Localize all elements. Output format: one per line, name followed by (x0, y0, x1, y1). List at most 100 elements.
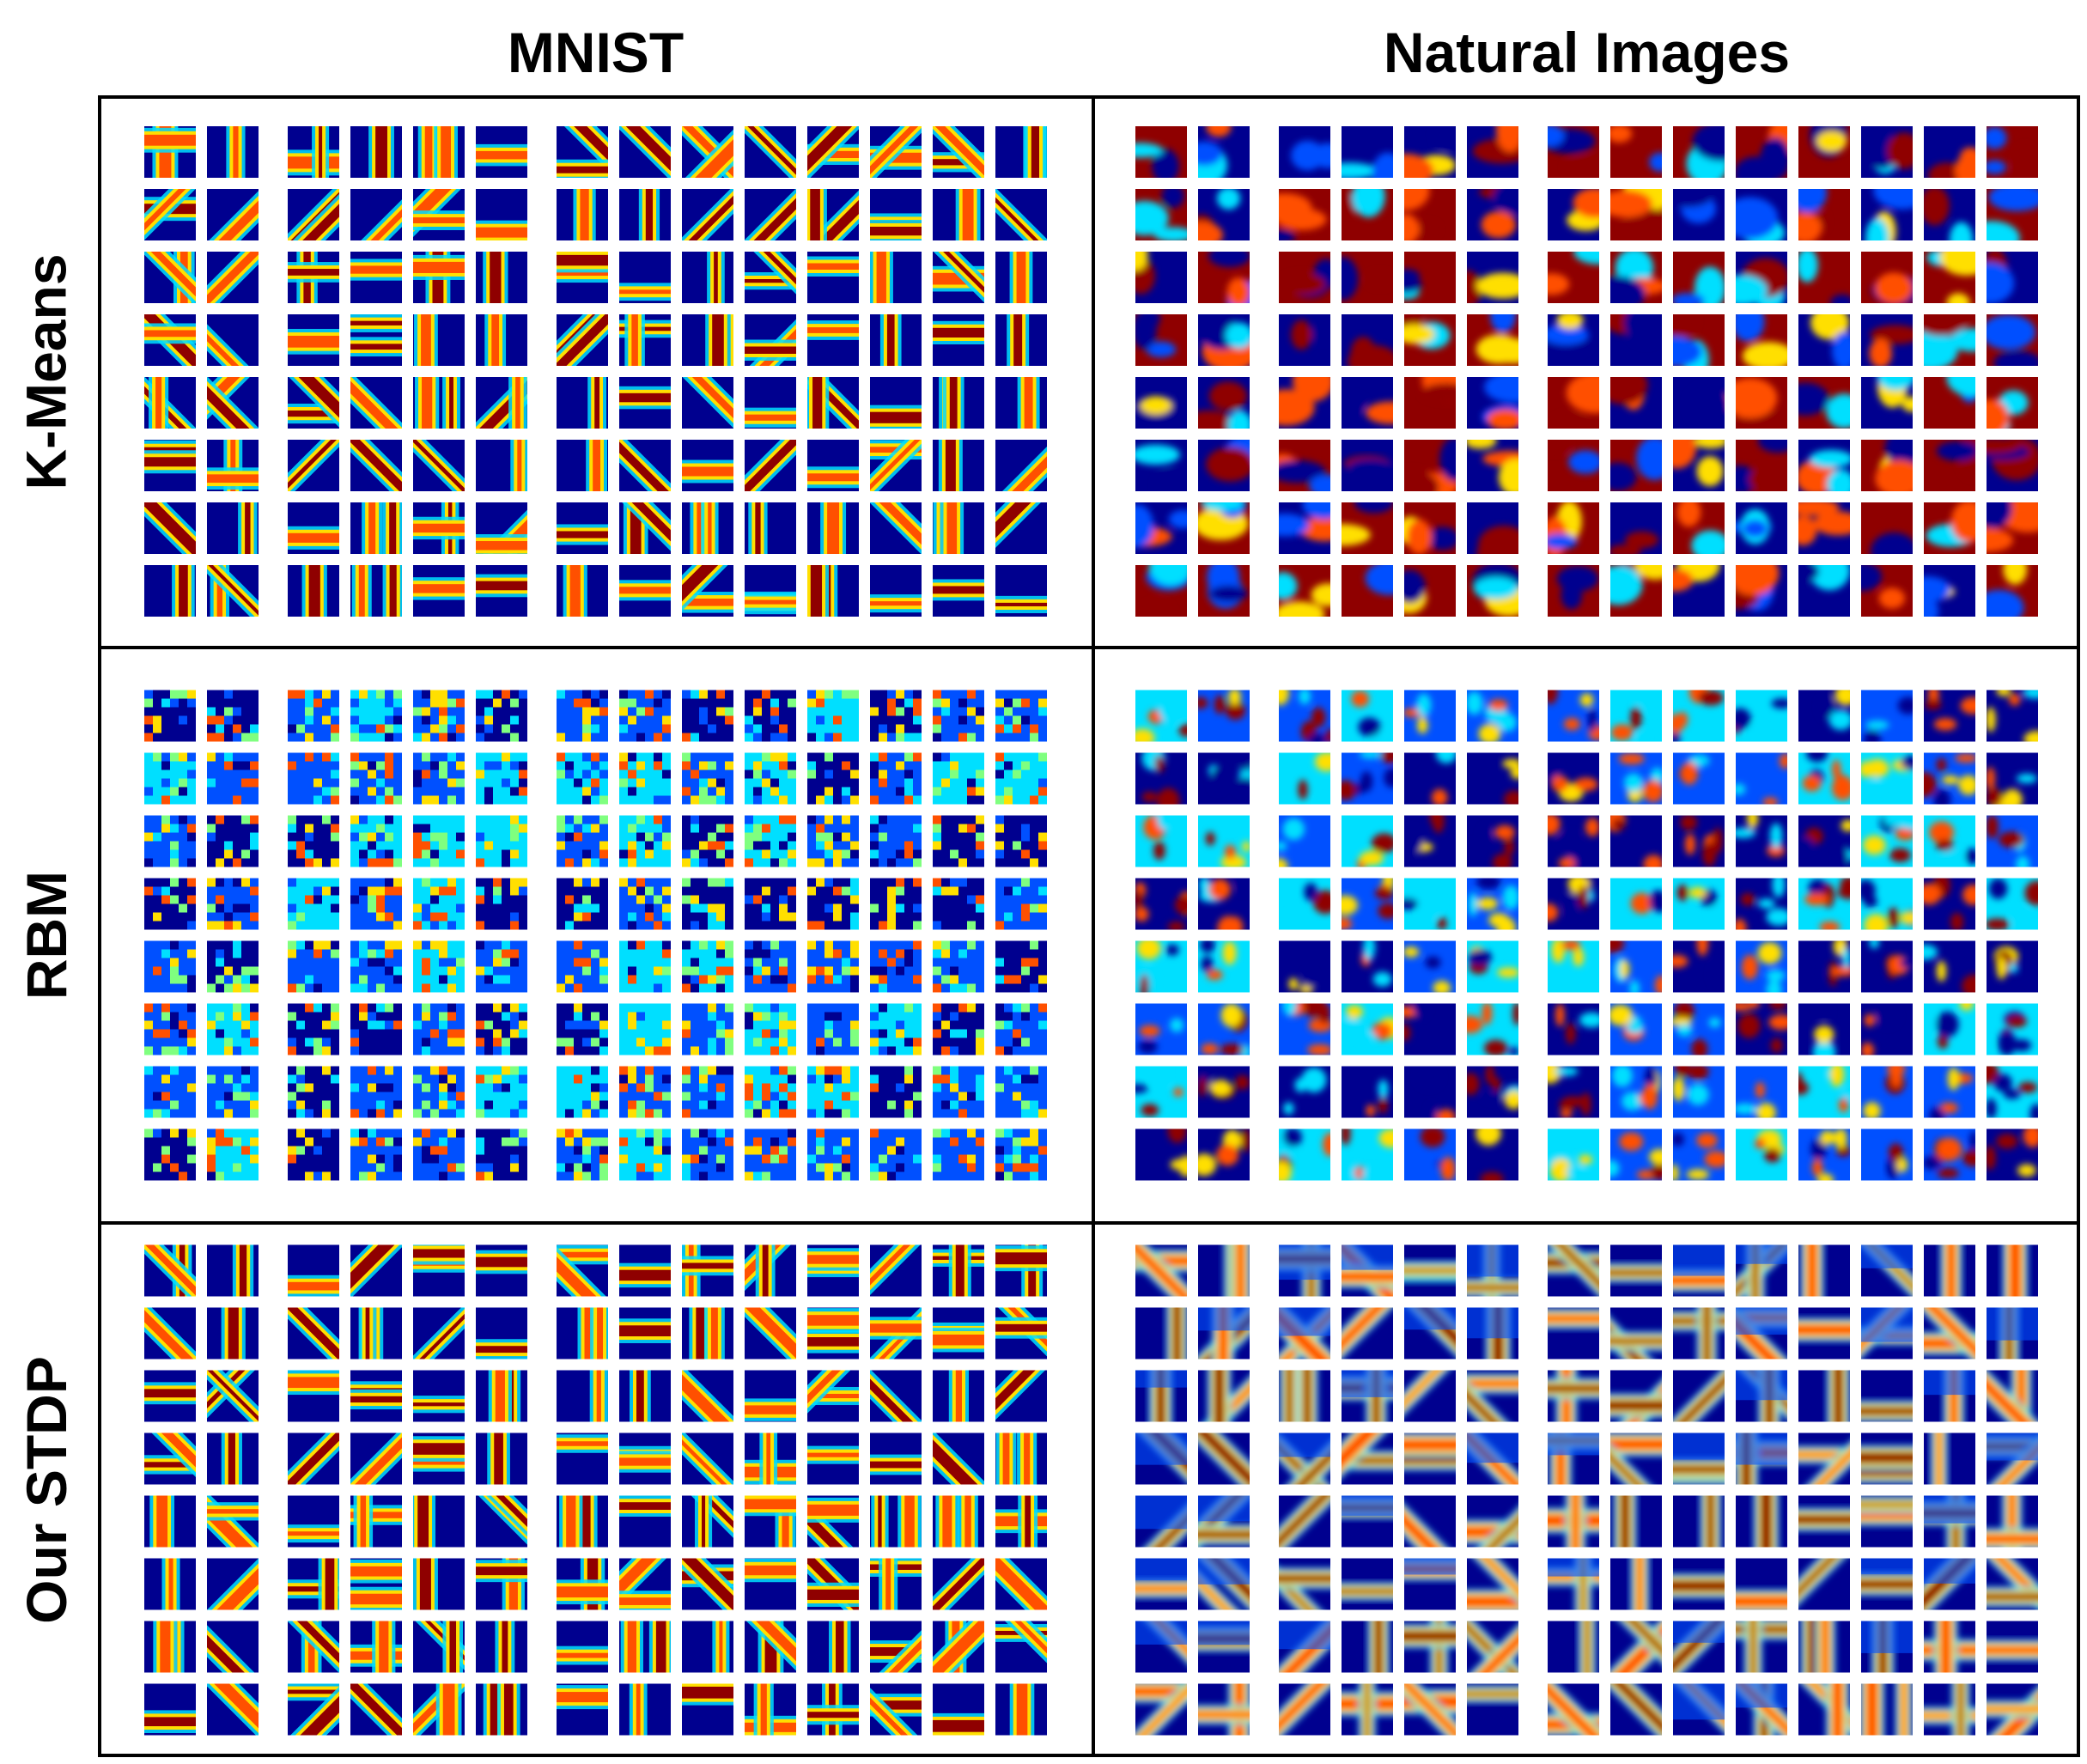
filter-tile (1279, 565, 1330, 617)
filter-tile (870, 940, 922, 993)
filter-tile (1404, 1432, 1456, 1485)
filter-tile (1342, 752, 1393, 805)
filter-tile (745, 878, 796, 930)
filter-tile (207, 377, 259, 429)
filter-tile (1404, 1128, 1456, 1181)
filter-tile (350, 314, 402, 366)
filter-tile (1467, 1066, 1518, 1118)
filter-tile (1548, 1244, 1599, 1297)
filter-tile (745, 1307, 796, 1359)
filter-tile (1467, 1244, 1518, 1297)
panel-rbm-mnist (144, 690, 1047, 1181)
filter-tile (1736, 1495, 1787, 1548)
filter-tile (144, 1683, 196, 1736)
filter-tile (1279, 252, 1330, 303)
row-label-rbm-text: RBM (15, 870, 78, 1001)
filter-tile (476, 1066, 527, 1118)
filter-tile (1610, 1683, 1662, 1736)
filter-tile (1279, 690, 1330, 742)
filter-tile (1736, 252, 1787, 303)
filter-tile (1467, 1495, 1518, 1548)
filter-tile (745, 1683, 796, 1736)
filter-tile (1342, 1621, 1393, 1673)
filter-tile (1987, 878, 2038, 930)
filter-tile (1342, 377, 1393, 429)
filter-tile (1467, 1307, 1518, 1359)
filter-tile (933, 377, 984, 429)
filter-tile (995, 1432, 1047, 1485)
filter-tile (144, 690, 196, 742)
filter-tile (745, 1621, 796, 1673)
filter-tile (476, 1621, 527, 1673)
filter-tile (1279, 377, 1330, 429)
filter-tile (476, 1683, 527, 1736)
filter-tile (807, 440, 859, 491)
filter-tile (350, 252, 402, 303)
filter-tile (1736, 940, 1787, 993)
filter-tile (1342, 940, 1393, 993)
filter-tile (1610, 126, 1662, 178)
filter-tile (1467, 1683, 1518, 1736)
filter-tile (1135, 752, 1187, 805)
filter-tile (1279, 1558, 1330, 1610)
filter-tile (870, 377, 922, 429)
filter-tile (207, 189, 259, 240)
filter-tile (933, 1128, 984, 1181)
filter-tile (288, 1370, 339, 1422)
filter-tile (1548, 1558, 1599, 1610)
filter-tile (413, 940, 465, 993)
filter-tile (557, 1558, 608, 1610)
filter-tile (995, 565, 1047, 617)
filter-tile (1673, 1003, 1725, 1055)
filter-tile (682, 314, 733, 366)
filter-tile (1924, 815, 1975, 867)
filter-tile (350, 1558, 402, 1610)
filter-tile (1467, 1432, 1518, 1485)
filter-tile (1987, 1066, 2038, 1118)
filter-tile (1198, 1558, 1250, 1610)
filter-tile (1279, 440, 1330, 491)
filter-tile (995, 1128, 1047, 1181)
filter-tile (1861, 1558, 1913, 1610)
filter-tile (1861, 1066, 1913, 1118)
filter-tile (807, 1066, 859, 1118)
filter-tile (1987, 565, 2038, 617)
filter-tile (619, 1003, 671, 1055)
filter-tile (1548, 377, 1599, 429)
filter-tile (1135, 690, 1187, 742)
filter-tile (933, 1683, 984, 1736)
filter-tile (350, 377, 402, 429)
filter-tile (1342, 1558, 1393, 1610)
filter-tile (1673, 1244, 1725, 1297)
filter-tile (1467, 189, 1518, 240)
filter-tile (557, 1621, 608, 1673)
filter-tile (1987, 1370, 2038, 1422)
filter-tile (1673, 126, 1725, 178)
filter-tile (350, 1003, 402, 1055)
filter-tile (933, 189, 984, 240)
filter-tile (1548, 752, 1599, 805)
filter-grid-figure (98, 95, 2080, 1757)
filter-tile (619, 940, 671, 993)
filter-tile (619, 1495, 671, 1548)
filter-tile (144, 815, 196, 867)
filter-tile (745, 1128, 796, 1181)
filter-tile (807, 314, 859, 366)
filter-tile (619, 1558, 671, 1610)
filter-tile (1861, 1370, 1913, 1422)
filter-tile (144, 1128, 196, 1181)
filter-tile (1279, 126, 1330, 178)
filter-tile (682, 189, 733, 240)
filter-tile (745, 1558, 796, 1610)
filter-tile (288, 126, 339, 178)
filter-tile (619, 1244, 671, 1297)
filter-tile (1342, 1244, 1393, 1297)
filter-tile (1673, 252, 1725, 303)
filter-tile (745, 377, 796, 429)
filter-tile (1610, 1621, 1662, 1673)
filter-tile (1548, 565, 1599, 617)
filter-tile (1404, 314, 1456, 366)
filter-tile (1135, 1432, 1187, 1485)
filter-tile (144, 126, 196, 178)
filter-tile (1548, 1066, 1599, 1118)
